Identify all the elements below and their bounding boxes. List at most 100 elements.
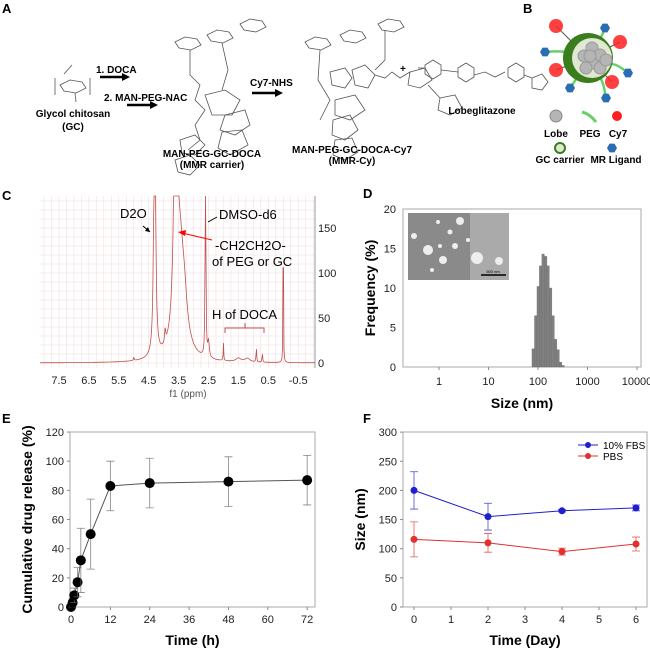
x-tick-label: 36	[183, 614, 195, 626]
histogram-bar	[554, 339, 558, 368]
x-tick-label: 3	[522, 614, 528, 626]
nanoparticle	[423, 245, 433, 255]
arrow-head	[145, 227, 150, 232]
data-point	[302, 475, 313, 486]
mr-ligand	[565, 83, 575, 93]
nanoparticle	[456, 217, 464, 225]
y-tick-label: 0	[318, 358, 324, 370]
lobeglitazone-structure	[418, 59, 549, 91]
dmso-label: DMSO-d6	[219, 207, 277, 222]
histogram-bar	[559, 362, 562, 368]
nanoparticle	[438, 244, 442, 248]
data-point	[484, 539, 492, 547]
plot-frame	[402, 208, 642, 368]
x-axis-title: f1 (ppm)	[169, 389, 206, 400]
cy7-dye	[549, 19, 563, 33]
y-tick-label: 50	[318, 313, 330, 325]
nanoparticle	[439, 256, 447, 264]
legend-peg-icon	[581, 110, 598, 123]
x-tick-label: 6.5	[81, 375, 96, 387]
x-tick-label: 48	[222, 614, 234, 626]
x-tick-label: 0.5	[261, 375, 276, 387]
x-tick-label: 72	[301, 614, 313, 626]
series-line	[413, 538, 637, 553]
red-arrow	[181, 232, 213, 241]
y-tick-label: 5	[390, 323, 396, 335]
product1-name: MAN-PEG-GC-DOCA	[163, 149, 261, 160]
histogram-bar	[544, 256, 548, 368]
x-tick-label: 0	[68, 614, 74, 626]
legend-lobe: Lobe	[544, 129, 568, 140]
plus-sign: +	[400, 64, 406, 75]
step3-label: Cy7-NHS	[250, 78, 293, 89]
mr-ligand	[601, 93, 611, 103]
histogram-bar	[561, 365, 565, 368]
data-point	[223, 476, 234, 487]
panel-label-c: C	[2, 188, 12, 203]
reaction-arrows	[100, 73, 283, 109]
x-tick-label: 2.5	[201, 375, 216, 387]
y-tick-label: 0	[390, 362, 396, 374]
tem-light-region	[470, 213, 509, 280]
x-tick-label: 1	[448, 614, 454, 626]
y-tick-label: 20	[52, 573, 64, 585]
x-tick-label: 4	[559, 614, 565, 626]
y-tick-label: 100	[46, 456, 64, 468]
doca-label: H of DOCA	[212, 307, 277, 322]
d2o-label: D2O	[120, 206, 147, 221]
y-tick-label: 50	[385, 573, 397, 585]
step2-label: 2. MAN-PEG-NAC	[104, 93, 187, 104]
y-tick-label: 15	[384, 244, 396, 256]
x-tick-label: 1.5	[231, 375, 246, 387]
y-tick-label: 100	[379, 544, 397, 556]
lobe-drug	[583, 49, 597, 63]
x-axis-title: Time (h)	[165, 632, 219, 648]
y-axis-title: Frequency (%)	[362, 240, 378, 336]
cy7-dye	[613, 35, 627, 49]
size-distribution-chart: 0 5 10 15 20 1 10 100 1000 10000 Size (nm) Frequenc…	[362, 204, 650, 411]
product2-name: MAN-PEG-GC-DOCA-Cy7	[292, 145, 412, 156]
y-tick-label: 150	[379, 515, 397, 527]
y-axis-title: Size (nm)	[352, 488, 368, 550]
product2-abbr: (MMR-Cy)	[329, 156, 376, 167]
data-point	[632, 540, 640, 548]
y-tick-label: 0	[391, 602, 397, 614]
x-tick-label: 60	[262, 614, 274, 626]
panel-label-f: F	[363, 411, 371, 426]
reactant-abbr: (GC)	[62, 122, 84, 133]
data-point	[105, 480, 116, 491]
x-tick-label: 10000	[622, 376, 650, 388]
y-axis-title: Cumulative drug release (%)	[19, 425, 35, 613]
cy7-dye	[605, 75, 619, 89]
x-tick-label: 5	[596, 614, 602, 626]
data-point	[75, 555, 86, 566]
x-tick-label: 5.5	[111, 375, 126, 387]
y-tick-label: 120	[46, 427, 64, 439]
legend-mr-ligand: MR Ligand	[590, 155, 641, 166]
nanoparticle	[471, 252, 483, 264]
nanoparticle	[436, 220, 440, 224]
histogram-bar	[549, 287, 553, 368]
histogram-bar	[534, 315, 538, 368]
series-line	[70, 479, 308, 608]
legend-cy7: Cy7	[609, 129, 628, 140]
legend-ligand-icon	[607, 143, 617, 153]
plot-frame	[69, 431, 316, 608]
histogram-bar	[541, 253, 545, 368]
x-tick-label: 0	[411, 614, 417, 626]
legend-peg: PEG	[579, 129, 600, 140]
lobe-drug	[579, 61, 593, 75]
data-point	[410, 535, 418, 543]
nanoparticle	[411, 233, 417, 239]
histogram-bar	[539, 265, 543, 368]
nmr-spectrum: 0 50 100 150 7.5 6.5 5.5 4.5 3.5 2.5 1.5 0.5 -0.5 f1 …	[40, 195, 336, 400]
y-tick-label: 300	[379, 427, 397, 439]
cy7-dye	[549, 63, 563, 77]
x-tick-label: 12	[104, 614, 116, 626]
lobe-drug	[599, 53, 613, 67]
stability-chart: 0 50 100 150 200 250 300 0 1 2 3 4 5 6 Time (Day) Size …	[352, 427, 648, 648]
legend-label: 10% FBS	[603, 441, 646, 452]
panel-label-a: A	[2, 1, 12, 16]
x-tick-label: -0.5	[289, 375, 308, 387]
legend-lobe-icon	[549, 109, 563, 123]
